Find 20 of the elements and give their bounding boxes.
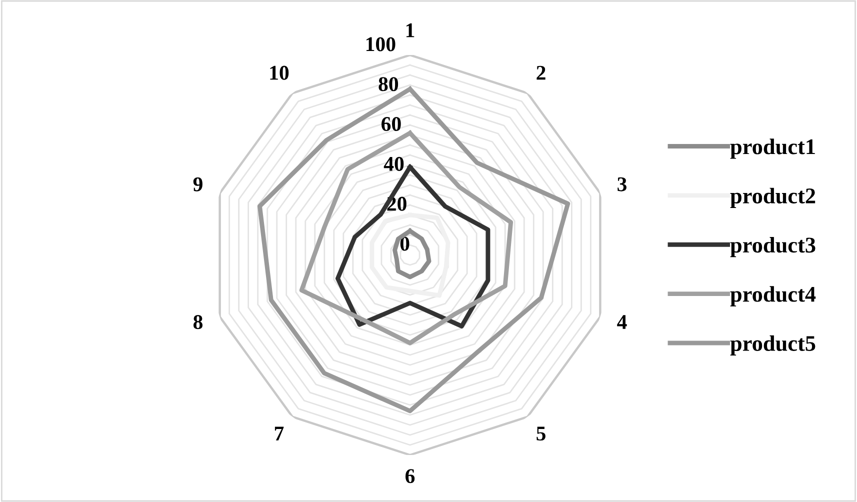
spoke-label: 7: [274, 426, 284, 440]
legend-label: product1: [730, 138, 815, 159]
y-tick-label: 40: [384, 156, 404, 171]
spoke-label: 10: [270, 66, 289, 80]
legend-label: product5: [730, 335, 816, 356]
spoke-label: 5: [536, 426, 546, 441]
spoke-label: 6: [406, 469, 415, 484]
y-tick-label: 60: [382, 117, 401, 132]
spoke-label: 2: [536, 66, 546, 80]
y-tick-label: 80: [378, 77, 398, 92]
y-tick-label: 100: [366, 37, 396, 52]
spoke-label: 4: [617, 315, 627, 329]
spoke-label: 9: [193, 177, 202, 192]
spoke-label: 8: [193, 315, 203, 330]
y-tick-label: 0: [400, 236, 410, 251]
legend-label: product3: [730, 236, 816, 258]
spoke-label: 3: [618, 177, 626, 192]
legend-label: product4: [730, 286, 816, 306]
legend-label: product2: [730, 188, 816, 208]
spoke-label: 1: [406, 23, 414, 38]
